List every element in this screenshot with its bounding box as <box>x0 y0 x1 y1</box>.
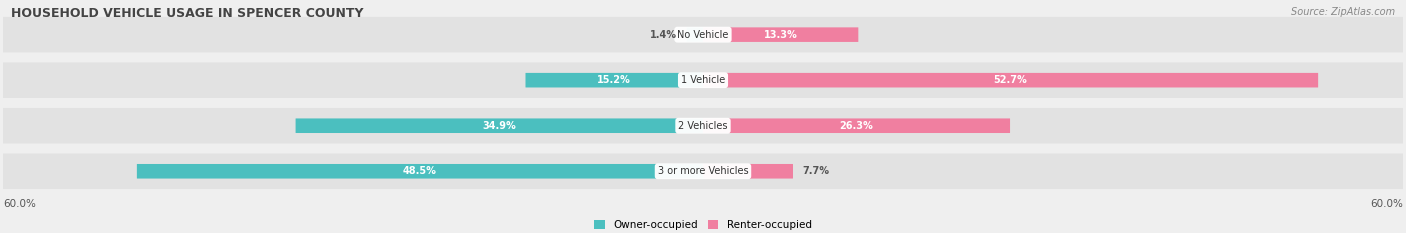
FancyBboxPatch shape <box>703 27 858 42</box>
FancyBboxPatch shape <box>703 73 1319 87</box>
Text: 7.7%: 7.7% <box>803 166 830 176</box>
Text: No Vehicle: No Vehicle <box>678 30 728 40</box>
Text: 48.5%: 48.5% <box>404 166 437 176</box>
Text: 3 or more Vehicles: 3 or more Vehicles <box>658 166 748 176</box>
Text: 13.3%: 13.3% <box>763 30 797 40</box>
Text: 26.3%: 26.3% <box>839 121 873 131</box>
Text: 2 Vehicles: 2 Vehicles <box>678 121 728 131</box>
Text: Source: ZipAtlas.com: Source: ZipAtlas.com <box>1291 7 1395 17</box>
FancyBboxPatch shape <box>295 118 703 133</box>
Text: 15.2%: 15.2% <box>598 75 631 85</box>
FancyBboxPatch shape <box>703 118 1010 133</box>
Text: 60.0%: 60.0% <box>1371 199 1403 209</box>
FancyBboxPatch shape <box>526 73 703 87</box>
FancyBboxPatch shape <box>703 164 793 178</box>
FancyBboxPatch shape <box>3 17 1403 52</box>
Text: HOUSEHOLD VEHICLE USAGE IN SPENCER COUNTY: HOUSEHOLD VEHICLE USAGE IN SPENCER COUNT… <box>11 7 364 20</box>
Text: 1 Vehicle: 1 Vehicle <box>681 75 725 85</box>
Text: 34.9%: 34.9% <box>482 121 516 131</box>
Legend: Owner-occupied, Renter-occupied: Owner-occupied, Renter-occupied <box>591 216 815 233</box>
Text: 60.0%: 60.0% <box>3 199 35 209</box>
Text: 52.7%: 52.7% <box>994 75 1028 85</box>
FancyBboxPatch shape <box>3 62 1403 98</box>
FancyBboxPatch shape <box>3 154 1403 189</box>
FancyBboxPatch shape <box>136 164 703 178</box>
FancyBboxPatch shape <box>686 27 703 42</box>
FancyBboxPatch shape <box>3 108 1403 144</box>
Text: 1.4%: 1.4% <box>651 30 678 40</box>
